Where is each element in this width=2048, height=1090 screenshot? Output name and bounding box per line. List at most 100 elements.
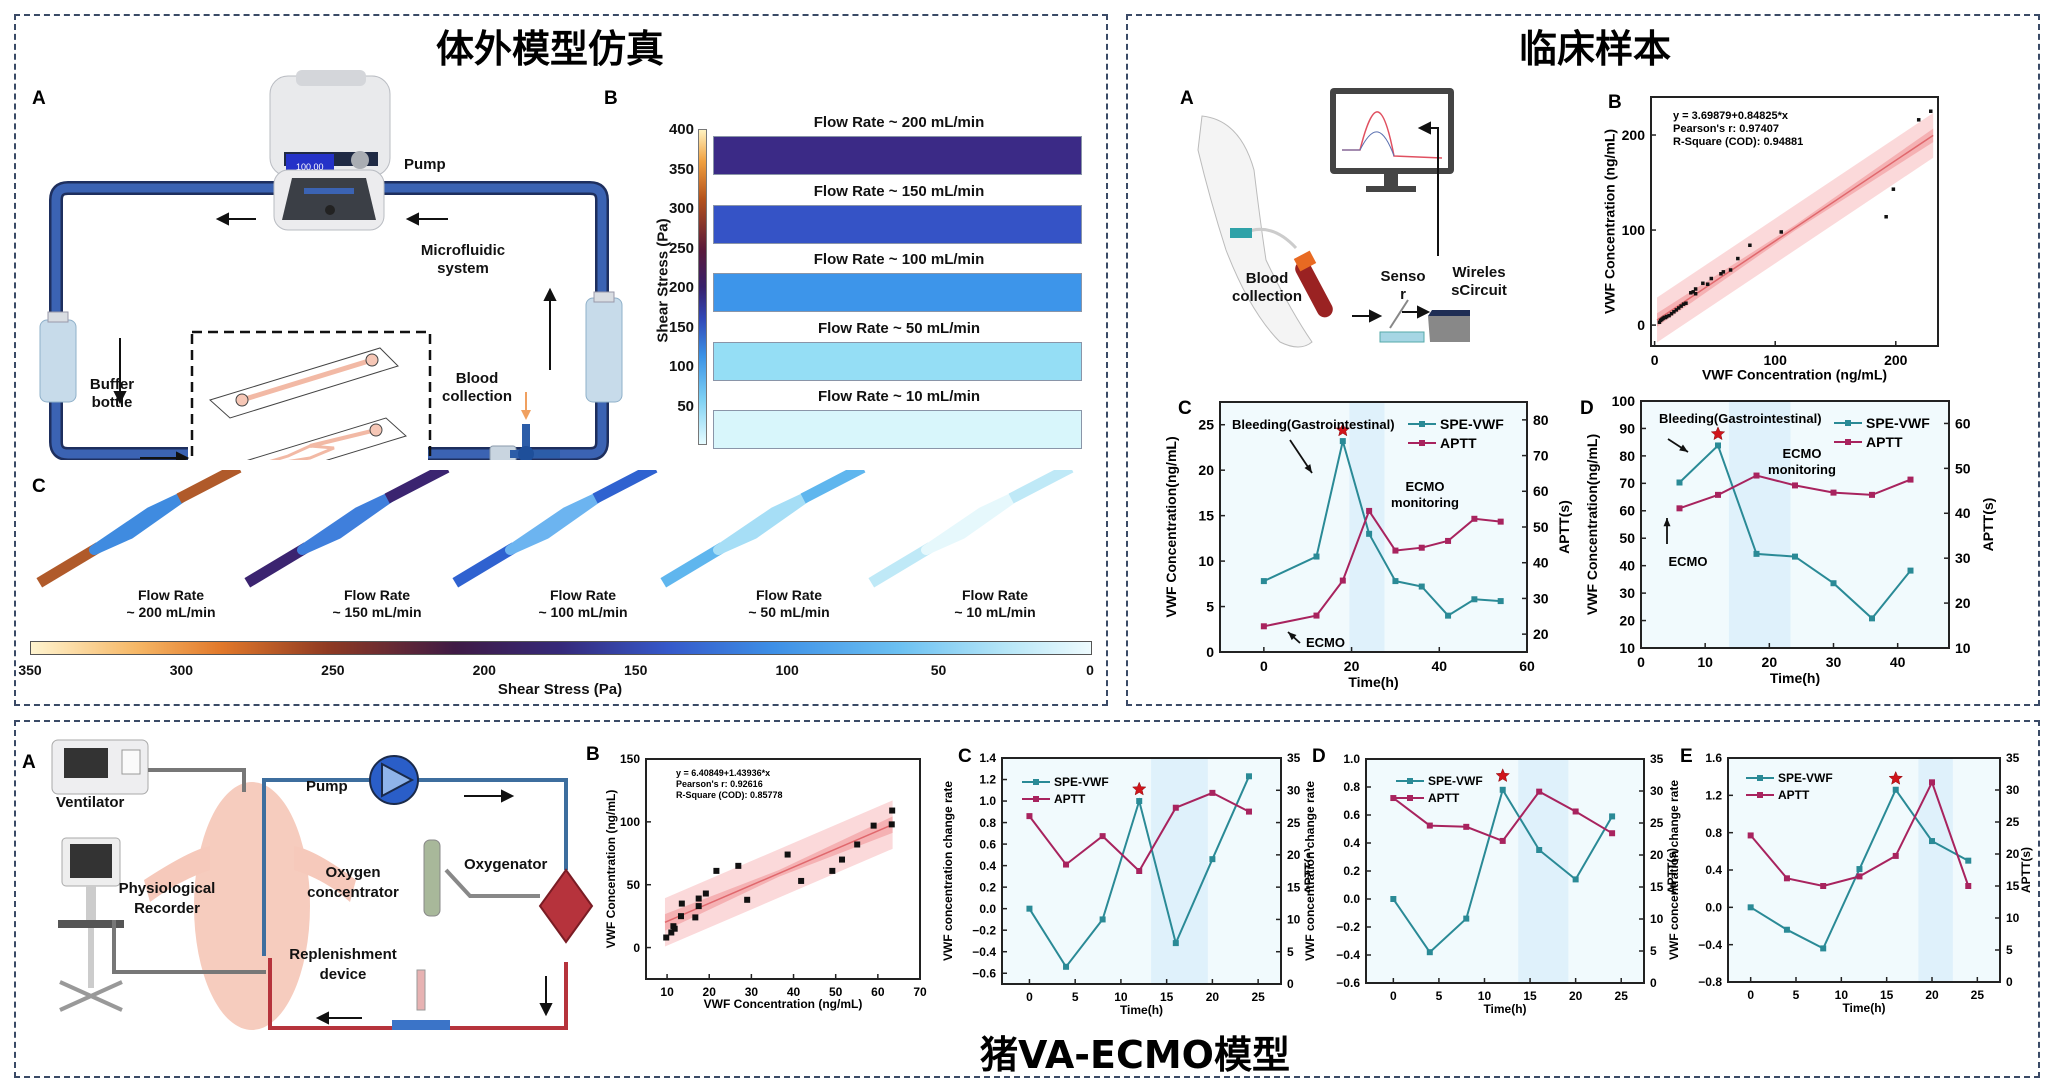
x-tick-label: 25 xyxy=(1971,988,1985,1002)
data-point-spe-vwf xyxy=(1792,553,1798,560)
channel-label-line2: ~ 200 mL/min xyxy=(126,604,216,620)
colorbar-tick: 100 xyxy=(775,662,799,678)
y2-tick-label: 60 xyxy=(1533,483,1549,499)
scatter-point xyxy=(1884,214,1888,219)
strip-title: Flow Rate ~ 150 mL/min xyxy=(813,182,985,200)
star-marker-icon xyxy=(1710,426,1726,441)
y2-tick-label: 40 xyxy=(1955,505,1971,521)
y-tick-label: 10 xyxy=(1198,553,1214,569)
y-tick-label: 80 xyxy=(1619,448,1635,464)
scatter-point xyxy=(829,867,836,874)
blood-collection-port-icon xyxy=(489,392,560,460)
y-tick-label: 1.0 xyxy=(1343,752,1360,766)
star-marker-icon xyxy=(1131,781,1147,796)
flow-arrows xyxy=(315,789,553,1025)
oxygen-tank-icon xyxy=(423,839,441,917)
panel-label: D xyxy=(1580,398,1594,419)
y2-tick-label: 5 xyxy=(1650,944,1657,958)
data-point-spe-vwf xyxy=(1929,838,1935,845)
section-title-pig: 猪VA-ECMO模型 xyxy=(980,1033,1290,1077)
scatter-point xyxy=(1916,118,1921,122)
y-tick-label: −0.8 xyxy=(1698,975,1722,989)
y2-tick-label: 30 xyxy=(1533,590,1549,606)
y-tick-label: 10 xyxy=(1619,640,1635,656)
colorbar-tick: 0 xyxy=(1086,662,1094,678)
sensor-strip-icon xyxy=(1379,299,1425,343)
channel-inlet xyxy=(36,542,102,588)
data-point-spe-vwf xyxy=(1426,949,1433,956)
legend-label: SPE-VWF xyxy=(1054,775,1109,789)
channel-label-line1: Flow Rate xyxy=(755,587,823,603)
chart-pig-c: 0 5 10 15 20 25 −0.6 −0.4 −0.2 0.0 0.2 0.4 0.6 0.8 1.0… xyxy=(941,746,1310,1017)
data-point-aptt xyxy=(1463,823,1470,830)
y-tick-label: 70 xyxy=(1619,475,1635,491)
y-tick-label: 1.4 xyxy=(979,751,996,765)
scatter-point xyxy=(663,934,670,941)
fit-annotation: R-Square (COD): 0.85778 xyxy=(676,790,783,800)
fit-annotation: y = 3.69879+0.84825*x xyxy=(1673,110,1789,122)
x-axis-label: Time(h) xyxy=(1348,674,1398,690)
scatter-point xyxy=(735,862,742,869)
y-tick-label: 1.2 xyxy=(979,773,996,787)
channel-inlet xyxy=(868,542,934,588)
scatter-point xyxy=(1705,282,1710,286)
legend-marker xyxy=(1757,775,1763,781)
replenishment-label-2: device xyxy=(319,966,367,983)
legend-marker xyxy=(1757,792,1763,798)
channel-label-line1: Flow Rate xyxy=(961,587,1029,603)
y-tick-label: 0 xyxy=(1206,644,1214,660)
annotation-arrowhead xyxy=(1304,464,1312,473)
y-tick-label: 1.2 xyxy=(1705,789,1722,803)
y-tick-label: 90 xyxy=(1619,420,1635,436)
scatter-point xyxy=(1709,276,1714,281)
data-point-aptt xyxy=(1366,507,1373,514)
channel-diamond xyxy=(505,491,605,555)
data-point-spe-vwf xyxy=(1339,438,1346,445)
chart-annotation: monitoring xyxy=(1768,462,1836,477)
scatter-point xyxy=(1669,311,1674,316)
pig-panel-label-a: A xyxy=(22,752,36,773)
ventilator-label: Ventilator xyxy=(56,794,125,811)
legend-marker xyxy=(1845,439,1851,445)
data-point-spe-vwf xyxy=(1892,786,1899,793)
channel-outlet xyxy=(384,470,450,504)
recorder-cable xyxy=(112,920,266,974)
data-point-spe-vwf xyxy=(1830,580,1837,587)
channel-label-line1: Flow Rate xyxy=(549,587,617,603)
scatter-point xyxy=(889,807,896,814)
clinical-workflow-diagram xyxy=(1197,88,1470,348)
x-tick-label: 50 xyxy=(829,985,843,999)
data-point-aptt xyxy=(1445,537,1452,544)
y-tick-label: 0.4 xyxy=(1705,863,1722,877)
y2-tick-label: 20 xyxy=(2006,847,2020,861)
scatter-point xyxy=(1779,230,1783,234)
y-tick-label: −0.2 xyxy=(972,923,996,937)
annotation-arrowhead xyxy=(1679,444,1688,452)
oxygen-concentrator-label-2: concentrator xyxy=(307,884,399,901)
x-tick-label: 30 xyxy=(1826,654,1842,670)
data-point-spe-vwf xyxy=(1536,847,1543,853)
star-marker-icon xyxy=(1495,768,1511,783)
legend-marker xyxy=(1407,795,1413,801)
legend-label: APTT xyxy=(1054,792,1086,806)
panel-label: D xyxy=(1312,746,1326,767)
y-tick-label: 0 xyxy=(633,941,640,955)
x-tick-label: 5 xyxy=(1072,990,1079,1004)
x-tick-label: 200 xyxy=(1884,352,1908,368)
x-tick-label: 15 xyxy=(1160,990,1174,1004)
y2-axis-label: APTT(s) xyxy=(1556,500,1572,554)
strip-title: Flow Rate ~ 200 mL/min xyxy=(813,114,985,131)
colorbar-tick: 150 xyxy=(668,318,694,336)
pump-icon xyxy=(369,755,419,805)
annotation-arrowhead xyxy=(1663,518,1671,527)
flow-arrows xyxy=(113,212,557,460)
chart-clinical-b: 0 100 200 0 100 200 y = 3.69879+0.84825*xPears… xyxy=(1602,92,1939,383)
buffer-bottle-label: Buffer bottle xyxy=(89,376,135,411)
monitor-icon xyxy=(1330,88,1454,192)
data-point-aptt xyxy=(1063,861,1070,868)
y2-tick-label: 30 xyxy=(2006,783,2020,797)
y-tick-label: 200 xyxy=(1622,127,1646,143)
data-point-spe-vwf xyxy=(1063,963,1070,970)
panel-label: C xyxy=(1178,398,1192,419)
data-point-aptt xyxy=(1907,476,1914,483)
